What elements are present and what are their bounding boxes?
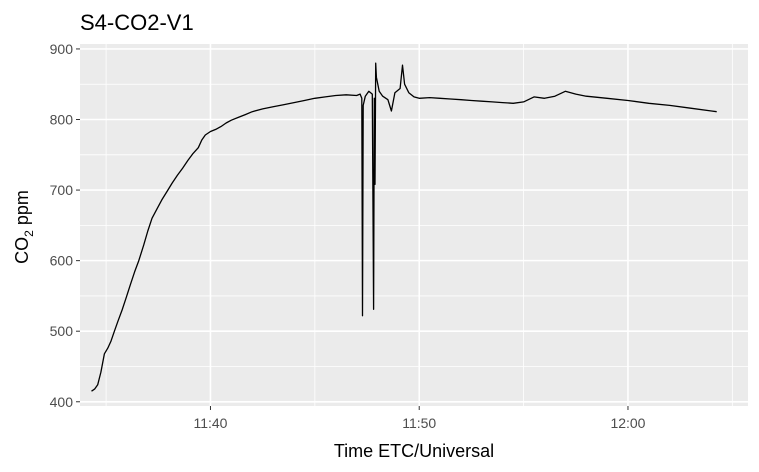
y-tick-label: 900 bbox=[50, 41, 74, 57]
series-line bbox=[91, 62, 717, 392]
y-tick-label: 400 bbox=[50, 394, 74, 410]
y-tick-label: 700 bbox=[50, 182, 74, 198]
x-tick-label: 11:50 bbox=[402, 415, 436, 431]
series-group bbox=[91, 62, 717, 392]
y-axis: 400 500 600 700 800 900 bbox=[50, 41, 80, 410]
x-tick-label: 12:00 bbox=[610, 415, 645, 431]
major-gridlines bbox=[80, 44, 748, 406]
y-tick-label: 800 bbox=[50, 112, 74, 128]
y-axis-label-subscript: 2 bbox=[22, 230, 36, 237]
x-axis: 11:40 11:50 12:00 bbox=[193, 406, 646, 431]
x-tick-label: 11:40 bbox=[193, 415, 227, 431]
chart-title: S4-CO2-V1 bbox=[80, 10, 194, 35]
y-axis-label-unit: ppm bbox=[12, 190, 32, 230]
y-axis-label-main: CO bbox=[12, 237, 32, 264]
y-tick-label: 500 bbox=[50, 323, 74, 339]
y-tick-label: 600 bbox=[50, 253, 74, 269]
x-axis-label: Time ETC/Universal bbox=[334, 441, 494, 461]
y-axis-label: CO2 ppm bbox=[12, 190, 36, 264]
